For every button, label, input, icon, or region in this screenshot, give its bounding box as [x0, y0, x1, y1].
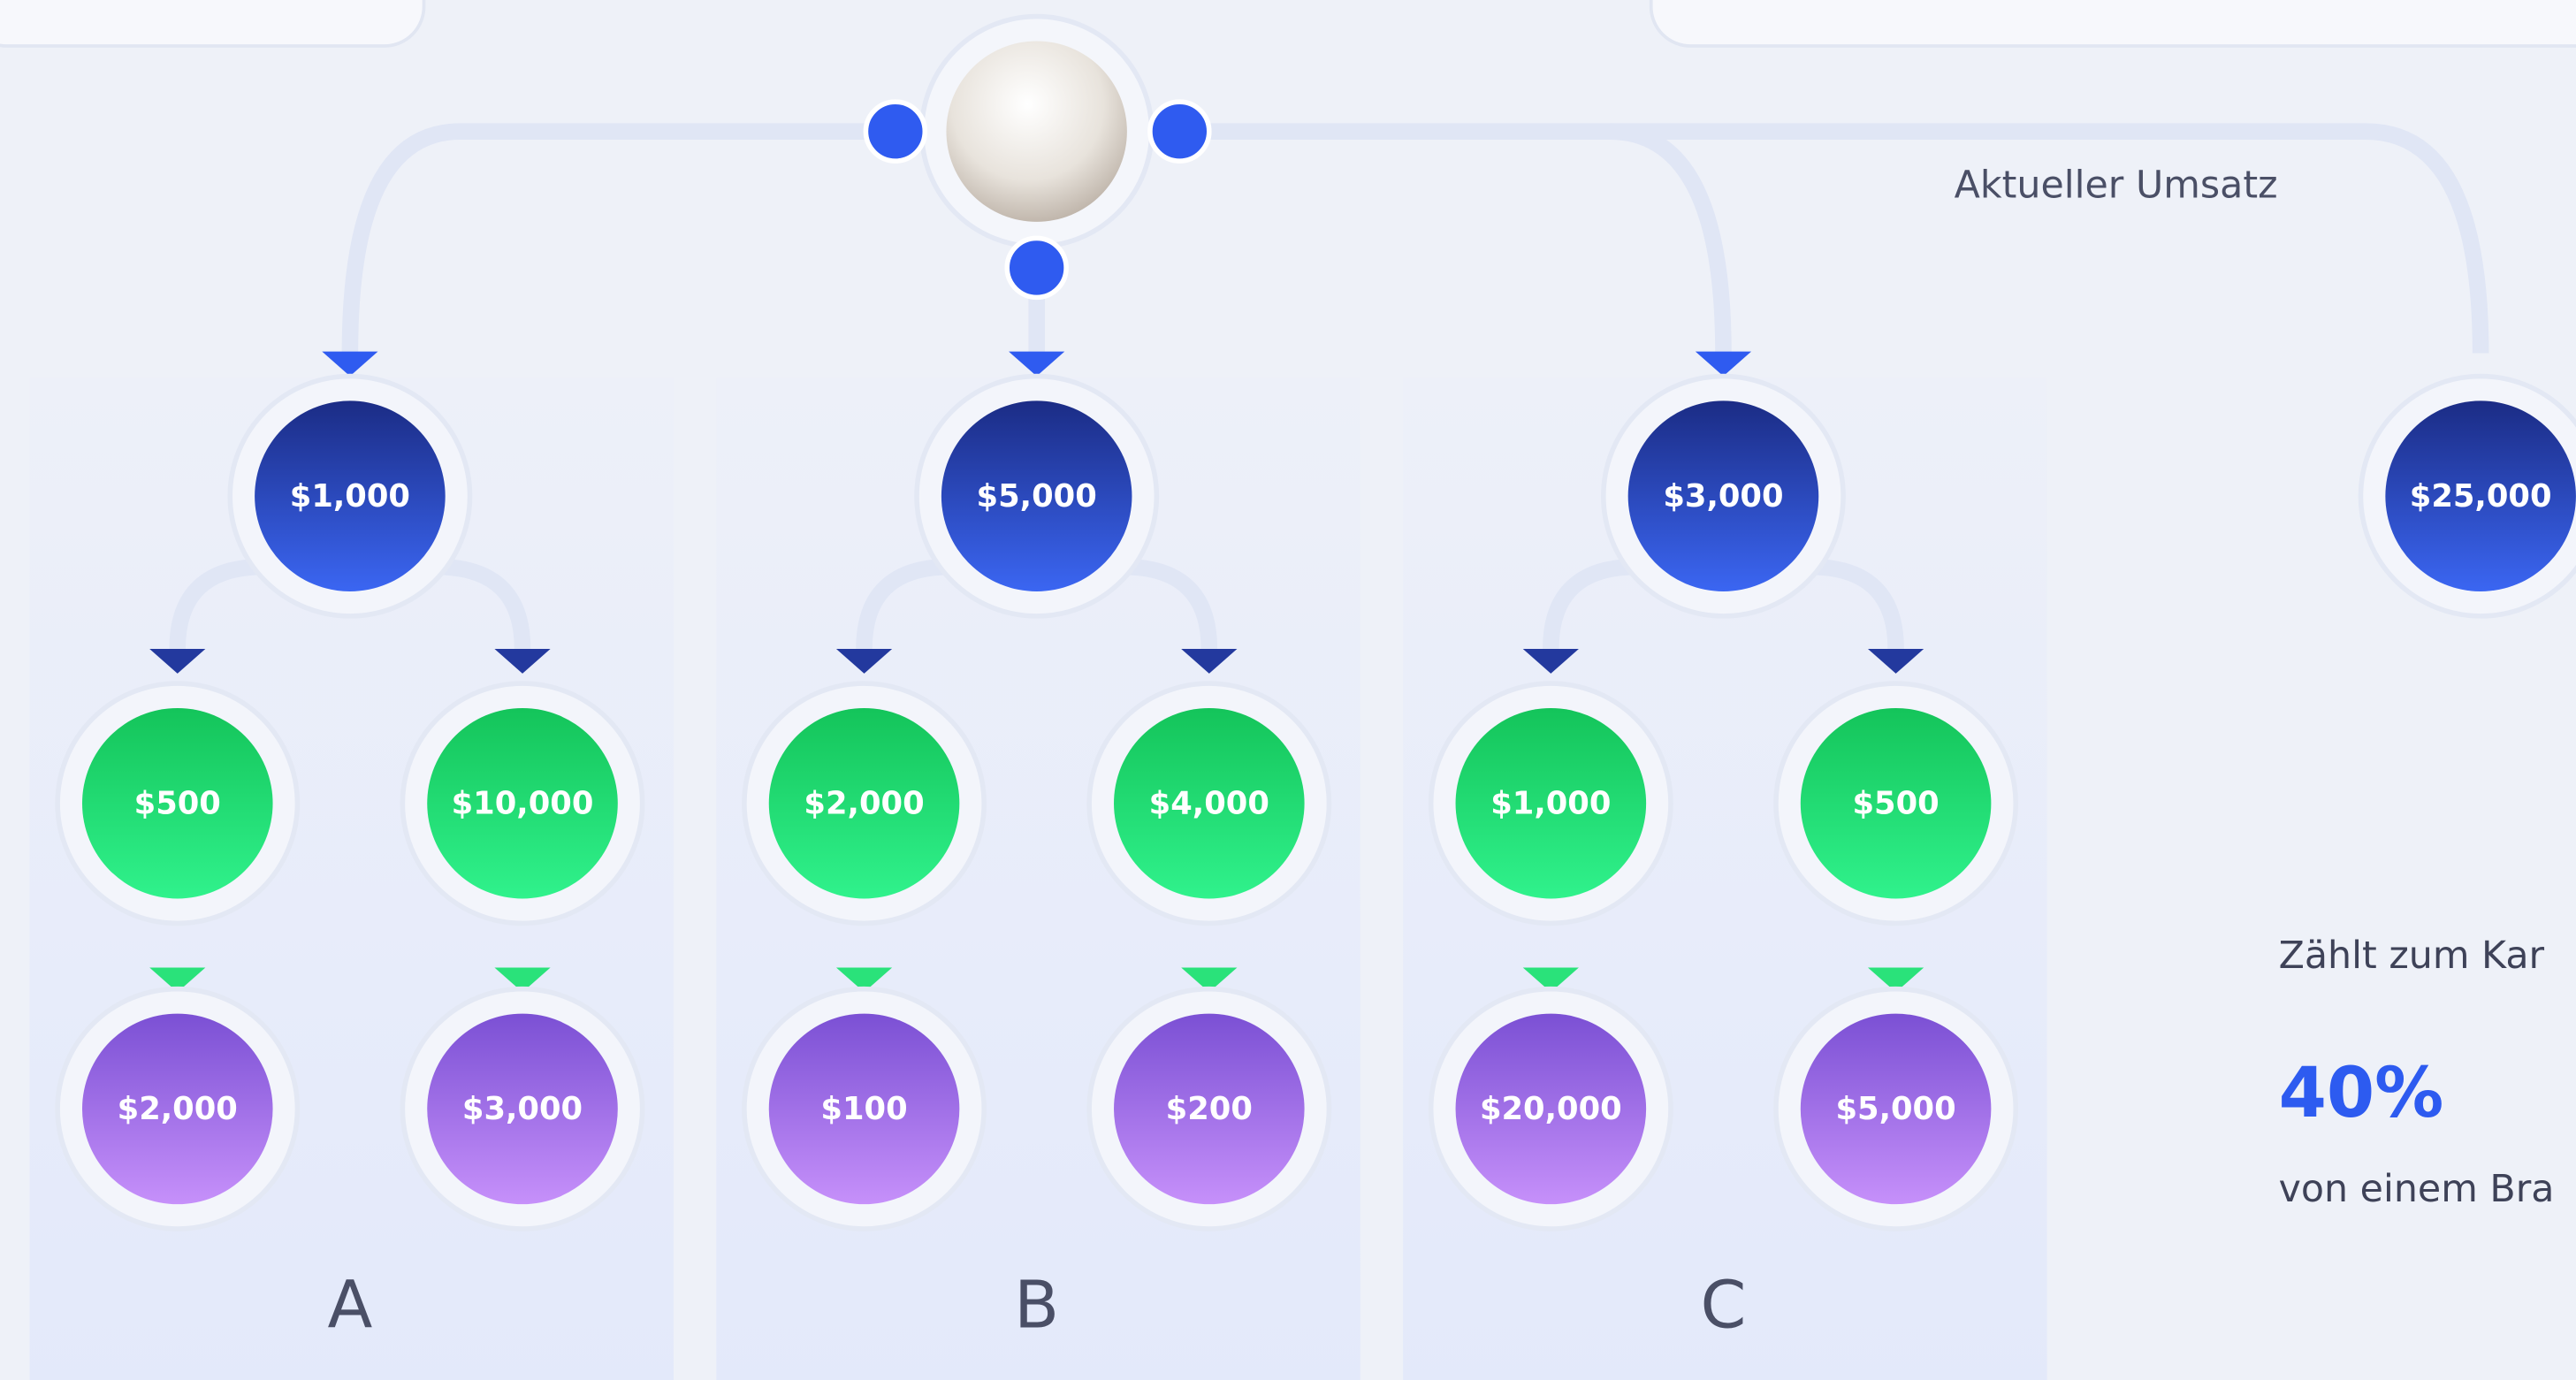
node-value: $500	[1852, 786, 1939, 822]
arrow	[1009, 352, 1064, 377]
node-value: $2,000	[118, 1091, 238, 1127]
node-value: $3,000	[462, 1091, 583, 1127]
group-label: C	[1701, 1267, 1747, 1344]
group-label: A	[327, 1267, 372, 1344]
node-value: $200	[1166, 1091, 1253, 1127]
node-value: $3,000	[1663, 478, 1783, 515]
arrow	[1696, 352, 1751, 377]
percent: 40%	[2279, 1054, 2444, 1133]
node-value: $2,000	[804, 786, 924, 822]
node-value: $10,000	[452, 786, 594, 822]
dot	[865, 102, 925, 161]
diagram: $500 $2,000 $10,000 $3,000 $1,000 A $2,000 $100…	[0, 0, 2576, 1380]
dot	[1007, 238, 1066, 297]
arrow	[322, 352, 377, 377]
node-value: $25,000	[2410, 478, 2552, 515]
label: Aktueller Umsatz	[1955, 163, 2278, 207]
node-value: $4,000	[1149, 786, 1269, 822]
dot	[1150, 102, 1209, 161]
node-value: $5,000	[1835, 1091, 1955, 1127]
pearl	[946, 41, 1126, 221]
group-label: B	[1014, 1267, 1059, 1344]
side-text: Zählt zum Kar	[2279, 934, 2545, 978]
card	[1651, 0, 2576, 46]
node-value: $5,000	[977, 478, 1097, 515]
side-text: von einem Bra	[2279, 1167, 2555, 1211]
node-value: $20,000	[1480, 1091, 1622, 1127]
card	[0, 0, 424, 46]
node-value: $500	[134, 786, 221, 822]
node-value: $100	[820, 1091, 907, 1127]
node-value: $1,000	[290, 478, 410, 515]
node-value: $1,000	[1490, 786, 1611, 822]
